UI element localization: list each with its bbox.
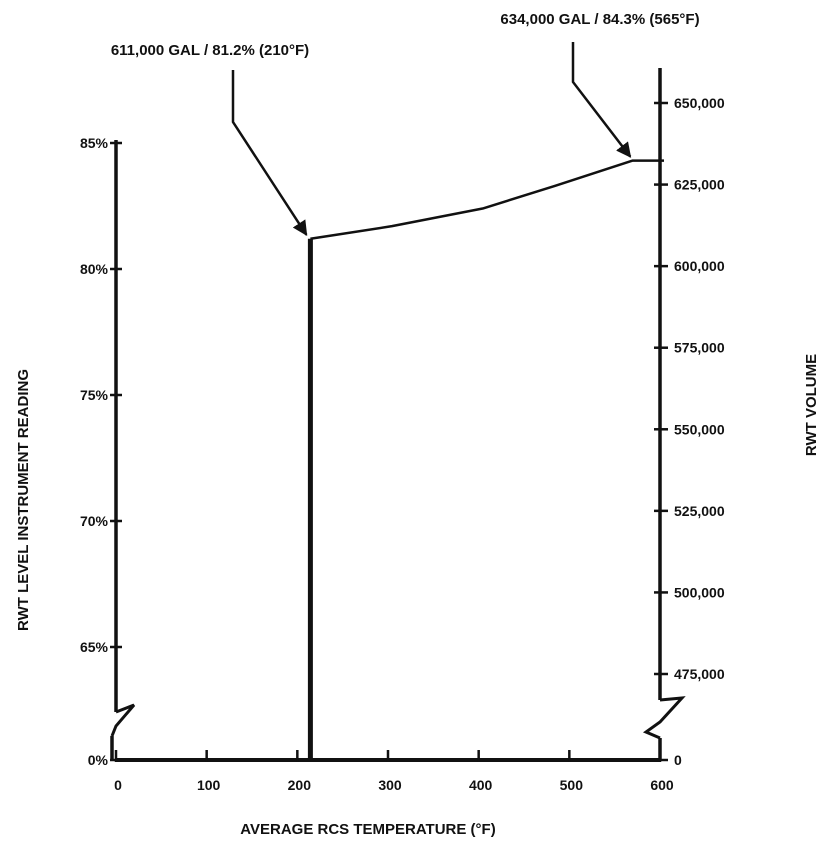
right-tick-label: 575,000 bbox=[674, 340, 725, 356]
annotation-arrow-1 bbox=[231, 70, 308, 237]
annotation-label-2: 634,000 GAL / 84.3% (565°F) bbox=[500, 11, 699, 28]
x-tick-label: 400 bbox=[469, 777, 493, 793]
right-tick-label: 0 bbox=[674, 752, 682, 768]
left-tick-label: 85% bbox=[80, 135, 109, 151]
right-tick-label: 625,000 bbox=[674, 177, 725, 193]
x-tick-label: 500 bbox=[560, 777, 584, 793]
right-tick-label: 475,000 bbox=[674, 666, 725, 682]
series-curve bbox=[310, 159, 664, 240]
annotation-arrow-2 bbox=[571, 42, 632, 158]
right-tick-label: 650,000 bbox=[674, 95, 725, 111]
left-axis-title: RWT LEVEL INSTRUMENT READING bbox=[15, 369, 32, 631]
x-tick-label: 100 bbox=[197, 777, 221, 793]
right-tick-label: 500,000 bbox=[674, 584, 725, 600]
x-tick-label: 200 bbox=[288, 777, 312, 793]
right-axis-break bbox=[642, 696, 686, 740]
annotation-label-1: 611,000 GAL / 81.2% (210°F) bbox=[111, 42, 309, 59]
x-tick-label: 0 bbox=[114, 777, 122, 793]
x-tick-label: 600 bbox=[650, 777, 674, 793]
left-tick-label: 80% bbox=[80, 261, 109, 277]
left-tick-label: 65% bbox=[80, 639, 109, 655]
left-tick-label: 75% bbox=[80, 387, 109, 403]
right-tick-label: 600,000 bbox=[674, 258, 725, 274]
left-tick-label: 0% bbox=[88, 752, 109, 768]
right-tick-label: 525,000 bbox=[674, 503, 725, 519]
left-axis-break bbox=[110, 703, 136, 737]
left-tick-label: 70% bbox=[80, 513, 109, 529]
x-tick-label: 300 bbox=[378, 777, 402, 793]
right-axis-title: RWT VOLUME bbox=[803, 354, 820, 456]
right-tick-label: 550,000 bbox=[674, 421, 725, 437]
x-axis-title: AVERAGE RCS TEMPERATURE (°F) bbox=[240, 821, 495, 838]
